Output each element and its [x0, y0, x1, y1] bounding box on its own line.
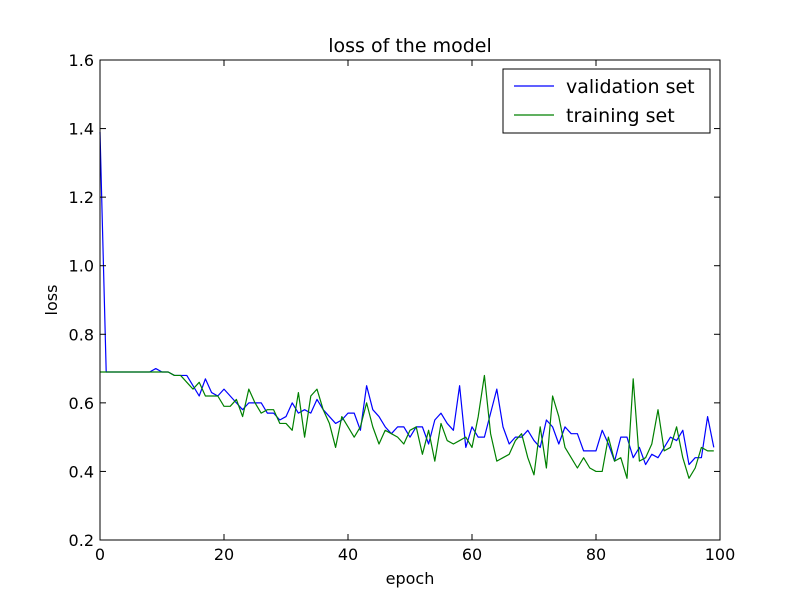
y-tick-label: 0.6 [69, 394, 94, 413]
series-layer [99, 131, 715, 479]
y-tick-label: 0.4 [69, 462, 94, 481]
y-tick-label: 1.6 [69, 51, 94, 70]
legend-label-training: training set [566, 105, 675, 127]
plot-frame [99, 59, 721, 541]
legend-label-validation: validation set [566, 76, 695, 98]
x-tick-label: 0 [95, 545, 105, 564]
y-tick-label: 1.2 [69, 188, 94, 207]
y-tick-label: 1.4 [69, 120, 94, 139]
y-axis-label: loss [42, 285, 61, 316]
ticks-layer: 0 20 40 60 80 100 0.2 0.4 0.6 0.8 1.0 1.2 1.4 1.6 [69, 51, 736, 564]
chart-title: loss of the model [328, 35, 491, 57]
y-tick-label: 0.2 [69, 531, 94, 550]
series-line-training [100, 371, 714, 479]
y-tick-label: 1.0 [69, 257, 94, 276]
x-tick-label: 80 [586, 545, 606, 564]
legend: validation set training set [502, 68, 711, 134]
legend-frame [502, 68, 711, 134]
x-tick-label: 20 [214, 545, 234, 564]
x-axis-label: epoch [386, 569, 435, 588]
x-tick-label: 40 [338, 545, 358, 564]
x-tick-label: 100 [705, 545, 736, 564]
y-tick-label: 0.8 [69, 325, 94, 344]
series-line-validation [99, 131, 715, 466]
x-tick-label: 60 [462, 545, 482, 564]
